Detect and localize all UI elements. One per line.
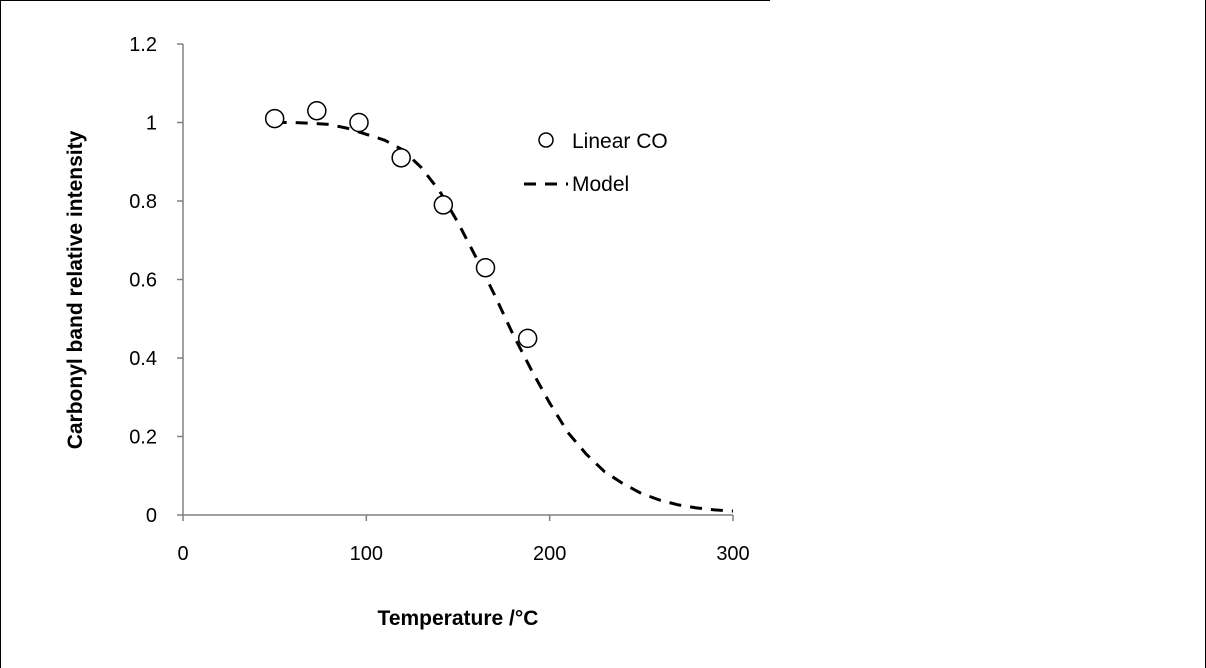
x-tick-label: 100 bbox=[350, 543, 383, 565]
model-curve bbox=[274, 121, 734, 513]
legend: Linear CO Model bbox=[524, 130, 668, 196]
data-point-linear-co bbox=[517, 328, 538, 349]
x-tick-label: 0 bbox=[177, 543, 188, 565]
legend-label-model: Model bbox=[572, 173, 629, 196]
data-point-linear-co bbox=[391, 148, 411, 168]
y-tick-label: 0.2 bbox=[129, 427, 157, 449]
y-ticks: 0 0.2 0.4 0.6 0.8 1 1.2 bbox=[129, 34, 183, 527]
x-tick-label: 200 bbox=[533, 543, 566, 565]
y-tick-label: 0.8 bbox=[129, 191, 157, 213]
data-point-linear-co bbox=[475, 257, 496, 278]
y-tick-label: 0.4 bbox=[129, 348, 157, 370]
y-tick-label: 1.2 bbox=[129, 34, 157, 56]
data-point-linear-co bbox=[264, 108, 285, 129]
data-point-linear-co bbox=[349, 112, 369, 133]
x-ticks: 0 100 200 300 bbox=[177, 515, 750, 565]
data-point-linear-co bbox=[433, 195, 454, 215]
data-point-linear-co bbox=[307, 100, 327, 121]
x-axis-title: Temperature /°C bbox=[378, 607, 539, 630]
plot-area bbox=[264, 100, 734, 513]
y-axis-title: Carbonyl band relative intensity bbox=[64, 130, 87, 449]
legend-label-linear-co: Linear CO bbox=[572, 130, 668, 153]
y-tick-label: 1 bbox=[146, 113, 157, 135]
x-tick-label: 300 bbox=[716, 543, 749, 565]
legend-marker-linear-co bbox=[538, 132, 554, 148]
y-tick-label: 0.6 bbox=[129, 270, 157, 292]
y-tick-label: 0 bbox=[146, 505, 157, 527]
axes bbox=[182, 44, 733, 516]
